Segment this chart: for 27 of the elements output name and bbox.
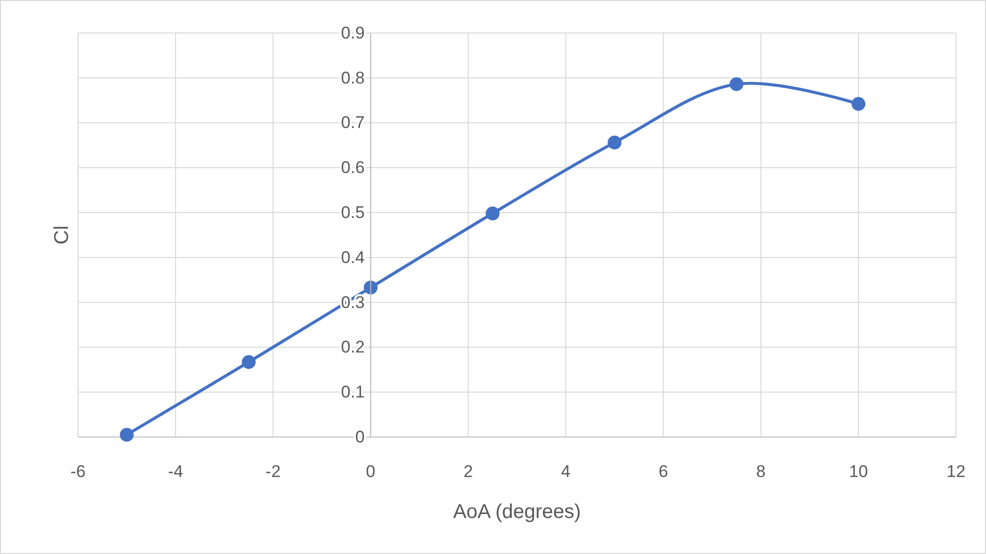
x-tick-label: 12: [946, 462, 966, 482]
x-tick-label: -4: [168, 462, 184, 482]
y-tick-label: 0.9: [341, 23, 365, 42]
x-tick-label: 4: [561, 462, 571, 482]
point: [852, 97, 866, 111]
y-tick-label: 0.7: [341, 113, 365, 132]
x-tick-label: 8: [756, 462, 766, 482]
x-tick-label: -2: [266, 462, 281, 482]
y-tick-label: 0.2: [341, 338, 365, 357]
x-axis-title: AoA (degrees): [453, 501, 581, 523]
y-tick-label: 0.8: [341, 68, 365, 88]
x-tick-label: 6: [658, 462, 668, 482]
x-tick-label: -6: [70, 462, 86, 482]
y-tick-label: 0.4: [341, 248, 365, 267]
x-tick-label: 2: [463, 462, 473, 482]
y-tick-label: 0.5: [341, 202, 365, 222]
point: [730, 77, 744, 92]
point: [608, 136, 622, 150]
y-tick-label: 0: [355, 427, 365, 446]
x-tick-label: 10: [848, 462, 868, 482]
point: [364, 280, 378, 294]
point: [486, 206, 500, 220]
point: [120, 428, 134, 442]
y-axis-title: Cl: [51, 226, 73, 244]
y-tick-label: 0.6: [341, 158, 365, 178]
y-tick-label: 0.1: [341, 382, 365, 402]
point: [242, 355, 256, 369]
